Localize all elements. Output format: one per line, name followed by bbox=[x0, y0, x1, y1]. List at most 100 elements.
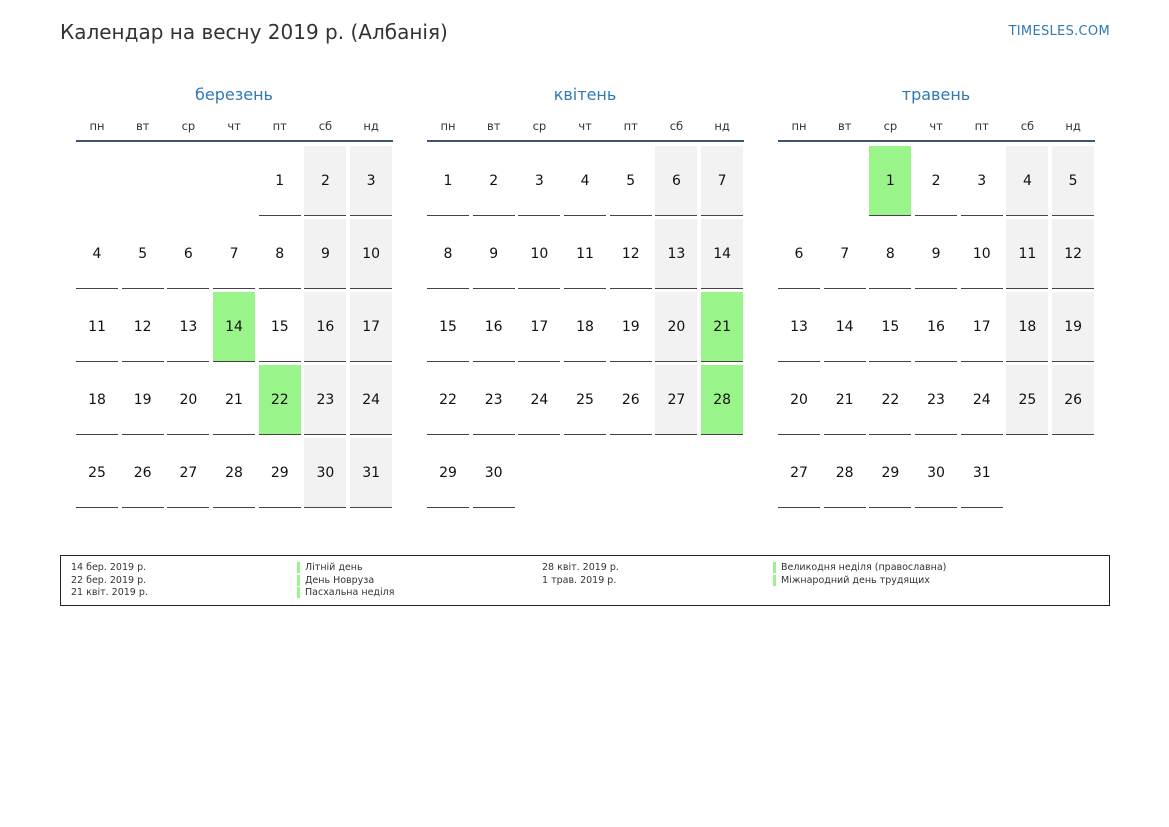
day-cell: 4 bbox=[564, 146, 607, 216]
day-cell: 25 bbox=[564, 365, 607, 435]
day-cell: 18 bbox=[76, 365, 118, 435]
weekday-label: чт bbox=[929, 119, 943, 133]
day-cell: 6 bbox=[778, 219, 820, 289]
empty-day-cell bbox=[610, 438, 652, 508]
weekday-label: вт bbox=[486, 119, 501, 133]
day-cell: 30 bbox=[472, 438, 515, 508]
weekday-label: пт bbox=[272, 119, 287, 133]
legend-date: 28 квіт. 2019 р. bbox=[542, 562, 619, 573]
day-cell: 8 bbox=[869, 219, 912, 289]
legend-date: 21 квіт. 2019 р. bbox=[71, 587, 148, 598]
day-cell: 26 bbox=[1052, 365, 1095, 435]
day-cell: 22 bbox=[869, 365, 912, 435]
day-cell: 20 bbox=[655, 292, 698, 362]
empty-day-cell bbox=[76, 146, 118, 216]
site-link[interactable]: TIMESLES.COM bbox=[1008, 24, 1110, 39]
day-cell: 28 bbox=[701, 365, 744, 435]
day-cell: 24 bbox=[350, 365, 393, 435]
day-cell: 22 bbox=[427, 365, 469, 435]
day-cell: 28 bbox=[823, 438, 866, 508]
day-cell: 9 bbox=[304, 219, 347, 289]
holiday-legend: 14 бер. 2019 р. 22 бер. 2019 р. 21 квіт. 2… bbox=[60, 555, 1110, 606]
weekday-header: пн вт ср чт пт сб нд bbox=[427, 108, 744, 142]
legend-row: Пасхальна неділя bbox=[297, 587, 395, 600]
weekday-label: ср bbox=[181, 119, 196, 133]
legend-names-column: Великодня неділя (православна) Міжнародни… bbox=[773, 562, 947, 588]
day-cell: 14 bbox=[823, 292, 866, 362]
weekday-label: чт bbox=[227, 119, 241, 133]
day-cell: 31 bbox=[960, 438, 1003, 508]
legend-date: 14 бер. 2019 р. bbox=[71, 562, 147, 573]
empty-day-cell bbox=[778, 146, 820, 216]
day-cell: 9 bbox=[915, 219, 958, 289]
empty-day-cell bbox=[1052, 438, 1094, 508]
weekday-label: вт bbox=[837, 119, 852, 133]
day-cell: 4 bbox=[76, 219, 118, 289]
day-cell: 12 bbox=[1052, 219, 1095, 289]
day-cell: 6 bbox=[167, 219, 210, 289]
day-cell: 13 bbox=[167, 292, 210, 362]
days-grid: 1 2 3 4 5 6 7 8 9 10 11 12 13 14 15 16 17 18 19 20 21 22 23 24 2… bbox=[427, 142, 744, 508]
weekday-label: нд bbox=[1065, 119, 1081, 133]
legend-dates-column: 28 квіт. 2019 р. 1 трав. 2019 р. bbox=[542, 562, 619, 587]
empty-day-cell bbox=[564, 438, 606, 508]
legend-row: Літній день bbox=[297, 562, 394, 575]
day-cell: 30 bbox=[915, 438, 958, 508]
day-cell: 14 bbox=[213, 292, 256, 362]
day-cell: 30 bbox=[304, 438, 347, 508]
weekday-label: вт bbox=[135, 119, 150, 133]
day-cell: 20 bbox=[778, 365, 820, 435]
legend-row: Міжнародний день трудящих bbox=[773, 574, 946, 588]
weekday-label: пн bbox=[89, 119, 105, 133]
weekday-label: нд bbox=[363, 119, 379, 133]
legend-holiday-name: Пасхальна неділя bbox=[297, 587, 395, 598]
day-cell: 14 bbox=[701, 219, 744, 289]
day-cell: 23 bbox=[304, 365, 347, 435]
day-cell: 29 bbox=[427, 438, 469, 508]
day-cell: 19 bbox=[1052, 292, 1095, 362]
weekday-label: пт bbox=[623, 119, 638, 133]
day-cell: 26 bbox=[609, 365, 652, 435]
weekday-label: ср bbox=[532, 119, 547, 133]
empty-day-cell bbox=[518, 438, 560, 508]
day-cell: 27 bbox=[167, 438, 210, 508]
day-cell: 3 bbox=[518, 146, 561, 216]
day-cell: 21 bbox=[701, 292, 744, 362]
days-grid: 1 2 3 4 5 6 7 8 9 10 11 12 13 14 15 16 17 18 19 20 21 22 23 24 2… bbox=[778, 142, 1095, 508]
day-cell: 8 bbox=[258, 219, 301, 289]
day-cell: 12 bbox=[121, 292, 164, 362]
legend-row: Великодня неділя (православна) bbox=[773, 562, 947, 575]
weekday-label: чт bbox=[578, 119, 592, 133]
day-cell: 15 bbox=[258, 292, 301, 362]
legend-holiday-name: Міжнародний день трудящих bbox=[773, 574, 930, 586]
weekday-header: пн вт ср чт пт сб нд bbox=[76, 108, 393, 142]
empty-day-cell bbox=[655, 438, 697, 508]
weekday-label: пт bbox=[974, 119, 989, 133]
day-cell: 28 bbox=[213, 438, 256, 508]
month-calendar: квітень пн вт ср чт пт сб нд 1 2 3 4 5 6 7 8 9 10 11 12 13 14… bbox=[427, 82, 744, 508]
day-cell: 29 bbox=[869, 438, 912, 508]
day-cell: 16 bbox=[915, 292, 958, 362]
day-cell: 2 bbox=[304, 146, 347, 216]
month-name: квітень bbox=[553, 85, 617, 104]
legend-holiday-name: День Новруза bbox=[297, 574, 375, 586]
empty-day-cell bbox=[213, 146, 255, 216]
day-cell: 16 bbox=[472, 292, 515, 362]
day-cell: 21 bbox=[213, 365, 256, 435]
day-cell: 19 bbox=[121, 365, 164, 435]
month-name: травень bbox=[901, 85, 971, 104]
day-cell: 27 bbox=[778, 438, 820, 508]
day-cell: 17 bbox=[960, 292, 1003, 362]
day-cell: 8 bbox=[427, 219, 469, 289]
days-grid: 1 2 3 4 5 6 7 8 9 10 11 12 13 14 15 16 17 18 19 20 21 22 23 24 2… bbox=[76, 142, 393, 508]
day-cell: 23 bbox=[472, 365, 515, 435]
day-cell: 1 bbox=[427, 146, 469, 216]
day-cell: 9 bbox=[472, 219, 515, 289]
legend-row: День Новруза bbox=[297, 574, 394, 588]
day-cell: 29 bbox=[258, 438, 301, 508]
day-cell: 3 bbox=[350, 146, 393, 216]
day-cell: 20 bbox=[167, 365, 210, 435]
legend-names-column: Літній день День Новруза Пасхальна неділя bbox=[297, 562, 395, 600]
month-calendar: травень пн вт ср чт пт сб нд 1 2 3 4 5 6 7 8 9 10 11 12 13 14… bbox=[778, 82, 1095, 508]
weekday-label: пн bbox=[440, 119, 456, 133]
